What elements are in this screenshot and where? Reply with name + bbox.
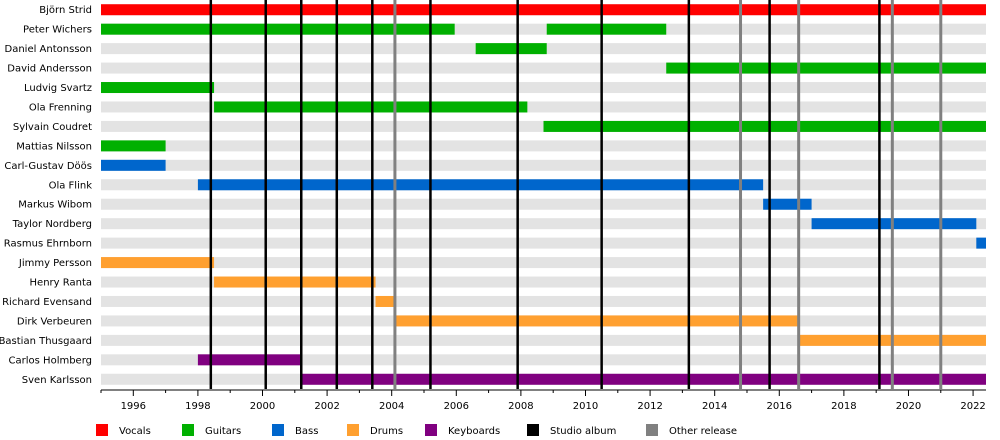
legend-label: Vocals [119, 426, 151, 437]
legend-label: Studio album [550, 426, 616, 437]
x-tick-label: 2012 [637, 401, 662, 412]
row-stripe [101, 218, 986, 230]
x-tick-label: 2004 [379, 401, 404, 412]
x-tick-label: 2008 [508, 401, 533, 412]
row-stripe [101, 101, 986, 113]
row-stripe [101, 23, 986, 35]
row-stripe [101, 237, 986, 249]
row-stripe [101, 159, 986, 171]
x-tick-label: 2000 [250, 401, 275, 412]
bar-guitars [666, 62, 986, 74]
member-label: Richard Evensand [2, 297, 92, 308]
bar-bass [763, 198, 812, 210]
bar-bass [197, 179, 764, 191]
row-stripe [101, 334, 986, 346]
x-tick-label: 2010 [573, 401, 598, 412]
x-tick-label: 2006 [444, 401, 469, 412]
row-stripe [101, 198, 986, 210]
legend-swatch [425, 424, 437, 436]
member-label: Sylvain Coudret [13, 122, 92, 133]
bar-guitars [543, 120, 986, 132]
bar-vocals [101, 4, 986, 16]
row-stripes [101, 4, 986, 385]
row-stripe [101, 257, 986, 269]
legend-swatch [182, 424, 194, 436]
member-label: Taylor Nordberg [12, 219, 92, 230]
row-stripe [101, 62, 986, 74]
row-stripe [101, 140, 986, 152]
member-label: Dirk Verbeuren [17, 316, 92, 327]
x-tick-label: 2020 [896, 401, 921, 412]
bar-drums [214, 276, 376, 288]
bar-bass [101, 159, 166, 171]
member-label: Ludvig Svartz [24, 83, 92, 94]
release-lines [209, 0, 943, 389]
bar-bass [976, 237, 986, 249]
legend-label: Drums [370, 426, 403, 437]
member-bars [101, 4, 986, 385]
bar-drums [375, 295, 395, 307]
member-label: Peter Wichers [23, 25, 92, 36]
member-label: Bastian Thusgaard [0, 336, 92, 347]
x-tick-label: 2002 [314, 401, 339, 412]
legend: Vocals Guitars Bass Drums Keyboards Studio al… [96, 424, 737, 437]
bar-guitars [101, 23, 455, 35]
member-label: Björn Strid [39, 5, 92, 16]
x-tick-label: 1996 [121, 401, 146, 412]
legend-label: Bass [295, 426, 318, 437]
bar-guitars [475, 43, 547, 55]
row-stripe [101, 82, 986, 94]
legend-swatch [96, 424, 108, 436]
member-label: Markus Wibom [18, 200, 92, 211]
x-tick-label: 2016 [767, 401, 792, 412]
member-label: Daniel Antonsson [5, 44, 93, 55]
member-labels: Björn Strid Peter Wichers Daniel Antonsson… [0, 5, 92, 386]
member-label: Henry Ranta [30, 278, 92, 289]
x-tick-label: 2014 [702, 401, 727, 412]
bar-guitars [101, 82, 215, 94]
legend-label: Other release [669, 426, 737, 437]
bar-drums [394, 315, 799, 327]
legend-label: Guitars [205, 426, 241, 437]
bar-guitars [214, 101, 528, 113]
member-label: Jimmy Persson [18, 258, 92, 269]
bar-drums [101, 257, 215, 269]
legend-swatch [646, 424, 658, 436]
x-axis: 1996 1998 2000 2002 2004 2006 2008 2010 2012 2014… [100, 389, 986, 412]
bar-guitars [546, 23, 667, 35]
legend-label: Keyboards [448, 426, 500, 437]
x-tick-label: 1998 [185, 401, 210, 412]
x-tick-label: 2022 [960, 401, 985, 412]
member-label: Rasmus Ehrnborn [4, 239, 92, 250]
bar-keyboards [197, 354, 302, 366]
member-label: Sven Karlsson [22, 375, 92, 386]
member-label: David Andersson [7, 64, 92, 75]
row-stripe [101, 354, 986, 366]
legend-swatch [347, 424, 359, 436]
bar-keyboards [301, 373, 986, 385]
member-label: Carlos Holmberg [9, 355, 92, 366]
member-label: Mattias Nilsson [16, 141, 92, 152]
member-label: Ola Flink [49, 180, 93, 191]
x-tick-label: 2018 [831, 401, 856, 412]
member-label: Carl-Gustav Döös [4, 161, 92, 172]
legend-swatch [527, 424, 539, 436]
member-label: Ola Frenning [29, 102, 92, 113]
row-stripe [101, 295, 986, 307]
row-stripe [101, 276, 986, 288]
legend-swatch [272, 424, 284, 436]
bar-bass [811, 218, 977, 230]
bar-guitars [101, 140, 166, 152]
